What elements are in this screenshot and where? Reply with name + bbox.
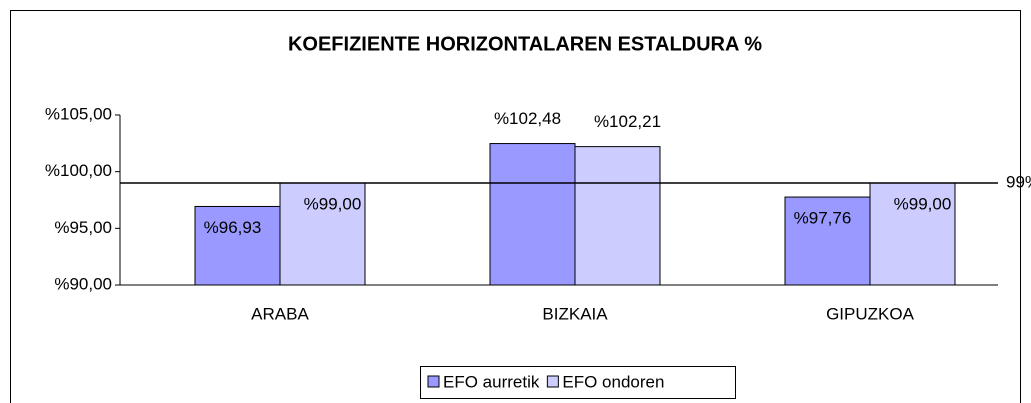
x-tick-label: GIPUZKOA bbox=[826, 304, 915, 323]
legend-label: EFO aurretik bbox=[443, 372, 540, 391]
data-label: %102,48 bbox=[494, 109, 561, 128]
x-tick-label: ARABA bbox=[251, 304, 309, 323]
bar bbox=[574, 146, 661, 286]
chart-title: KOEFIZIENTE HORIZONTALAREN ESTALDURA % bbox=[288, 33, 762, 55]
x-tick-label: BIZKAIA bbox=[542, 304, 608, 323]
legend-swatch bbox=[546, 375, 559, 388]
data-label: %97,76 bbox=[794, 209, 852, 228]
legend-box bbox=[420, 366, 736, 399]
bar bbox=[279, 182, 366, 286]
y-tick-label: %90,00 bbox=[54, 274, 112, 293]
bar bbox=[489, 143, 576, 286]
data-label: %102,21 bbox=[594, 112, 661, 131]
data-label: %96,93 bbox=[204, 218, 262, 237]
bar bbox=[869, 182, 956, 286]
y-tick-label: %105,00 bbox=[45, 104, 112, 123]
legend-swatch bbox=[427, 375, 440, 388]
data-label: %99,00 bbox=[894, 194, 952, 213]
y-tick-label: %95,00 bbox=[54, 218, 112, 237]
legend-label: EFO ondoren bbox=[562, 372, 664, 391]
reference-label: 99% bbox=[1006, 172, 1031, 191]
data-label: %99,00 bbox=[304, 194, 362, 213]
y-tick-label: %100,00 bbox=[45, 161, 112, 180]
bar bbox=[784, 196, 871, 286]
